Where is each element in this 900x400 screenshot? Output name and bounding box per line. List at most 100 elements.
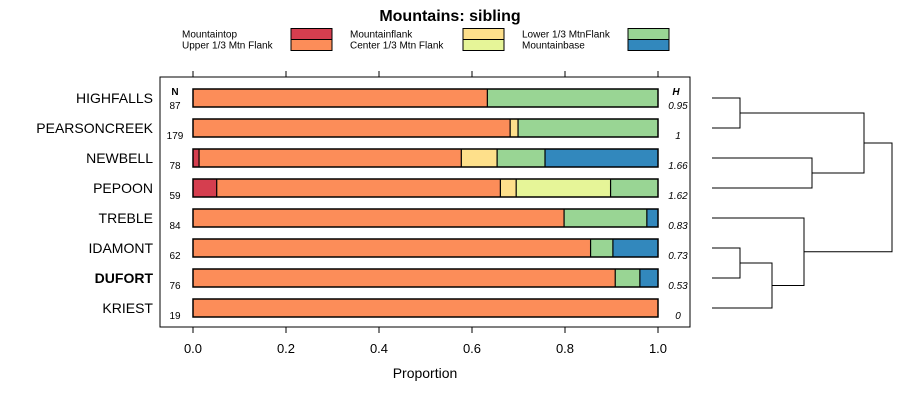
row-kriest: KRIEST 19 0 [102,298,681,322]
bar-segment-mountaintop [193,149,200,167]
bar-segment-upper [193,119,511,137]
row-label: KRIEST [102,300,153,316]
row-label: PEARSONCREEK [36,120,153,136]
legend-label-mountaintop: Mountaintop [182,30,237,41]
bar-outline [192,148,659,168]
bar-segment-lower [497,149,546,167]
x-tick-label: 1.0 [649,341,667,356]
legend-swatch-mountaintop [290,28,333,40]
bar-segment-base [639,269,658,287]
row-pearsoncreek: PEARSONCREEK 179 1 [36,118,681,142]
bar-segment-lower [610,179,658,197]
row-n-value: 62 [169,251,181,262]
x-tick-label: 0.8 [556,341,574,356]
row-n-value: 76 [169,281,181,292]
legend-label-upper: Upper 1/3 Mtn Flank [182,41,274,52]
dendrogram-branch [712,262,773,309]
legend-label-lower: Lower 1/3 MtnFlank [522,30,611,41]
bar-segment-lower [615,269,640,287]
row-h-value: 0 [675,311,681,322]
row-newbell: NEWBELL 78 1.66 [86,148,688,172]
row-h-value: 0.83 [668,221,688,232]
dendrogram-branch [740,112,865,174]
bar-segment-mountaintop [193,179,217,197]
row-n-value: 179 [167,131,184,142]
row-h-value: 1.66 [668,161,688,172]
dendrogram-branch [804,142,893,253]
row-treble: TREBLE 84 0.83 [99,208,688,232]
dendrogram-branch [712,217,805,286]
legend-label-flank: Mountainflank [350,30,413,41]
plot-frame [159,76,691,328]
bar-segment-lower [487,89,658,107]
row-n-value: 87 [169,101,181,112]
legend-swatch-flank [462,28,505,40]
row-h-value: 0.53 [668,281,688,292]
bar-segment-base [646,209,658,227]
row-n-value: 59 [169,191,181,202]
row-idamont: IDAMONT 62 0.73 [88,238,688,262]
row-n-value: 78 [169,161,181,172]
row-h-value: 1.62 [668,191,688,202]
row-n-value: 19 [169,311,181,322]
x-tick-label: 0.0 [184,341,202,356]
bar-segment-lower [590,239,613,257]
dendrogram-branch [712,247,741,279]
bar-rows: HIGHFALLS 87 0.95 PEARSONCREEK 179 1 NEWBELL 78… [36,88,688,322]
bar-outline [192,268,659,288]
bar-outline [192,298,659,318]
legend-swatch-base [627,39,670,51]
x-axis: 0.0 0.2 0.4 0.6 0.8 1.0 [184,327,667,356]
n-column-header: N [171,87,178,98]
legend-swatch-upper [290,39,333,51]
x-tick-label: 0.2 [277,341,295,356]
row-highfalls: HIGHFALLS 87 0.95 [76,88,688,112]
bar-segment-upper [199,149,462,167]
dendrogram-branch [712,157,813,189]
bar-segment-upper [216,179,501,197]
bar-segment-lower [564,209,647,227]
dendrogram [712,97,893,309]
bar-segment-base [612,239,658,257]
bar-outline [192,238,659,258]
bar-segment-upper [193,269,616,287]
x-axis-title: Proportion [393,365,458,381]
row-h-value: 0.95 [668,101,688,112]
bar-segment-upper [193,89,488,107]
legend-label-center: Center 1/3 Mtn Flank [350,41,444,52]
bar-segment-flank [510,119,519,137]
row-h-value: 0.73 [668,251,688,262]
row-label: TREBLE [99,210,153,226]
bar-segment-upper [193,239,591,257]
bar-segment-upper [193,299,658,317]
row-label: NEWBELL [86,150,153,166]
top-axis-ticks [192,71,659,77]
x-tick-label: 0.4 [370,341,388,356]
bar-segment-center [516,179,611,197]
legend-swatch-center [462,39,505,51]
legend-swatch-lower [627,28,670,40]
legend-label-base: Mountainbase [522,41,585,52]
x-tick-label: 0.6 [463,341,481,356]
row-label: PEPOON [93,180,153,196]
dendrogram-branch [712,97,741,129]
bar-outline [192,208,659,228]
row-label: IDAMONT [88,240,153,256]
bar-segment-flank [500,179,517,197]
row-pepoon: PEPOON 59 1.62 [93,178,688,202]
row-n-value: 84 [169,221,181,232]
bar-segment-base [545,149,658,167]
row-label: DUFORT [95,270,154,286]
h-column-header: H [672,87,680,98]
row-dufort: DUFORT 76 0.53 [95,268,688,292]
bar-segment-flank [461,149,498,167]
bar-outline [192,118,659,138]
chart-title: Mountains: sibling [379,8,520,25]
row-h-value: 1 [675,131,681,142]
bar-segment-upper [193,209,565,227]
bar-outline [192,178,659,198]
row-label: HIGHFALLS [76,90,153,106]
bar-segment-lower [518,119,658,137]
